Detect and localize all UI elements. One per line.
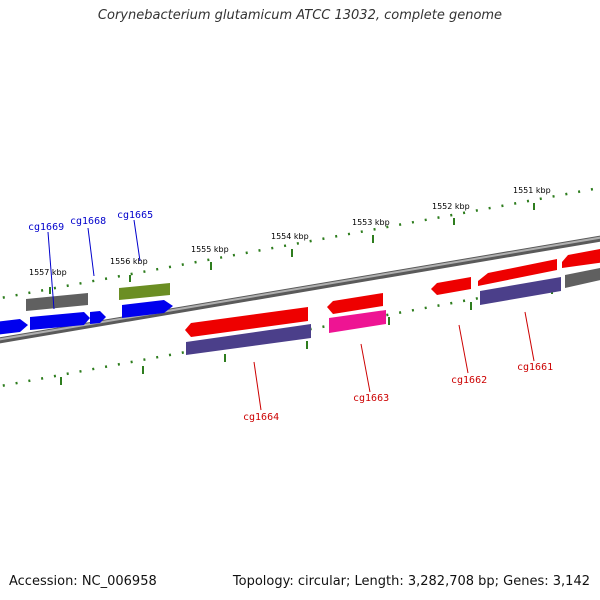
major-ticks — [49, 203, 535, 294]
leader-line — [87, 227, 95, 277]
gene-label-cg1663[interactable]: cg1663 — [353, 393, 389, 404]
gene-arrow-red-top-2[interactable] — [562, 248, 600, 268]
gene-label-cg1665[interactable]: cg1665 — [117, 210, 153, 221]
kbp-label: 1551 kbp — [513, 186, 551, 195]
kbp-label: 1555 kbp — [191, 245, 229, 254]
kbp-label: 1554 kbp — [271, 232, 309, 241]
kbp-label: 1556 kbp — [110, 257, 148, 266]
gene-label-cg1662[interactable]: cg1662 — [451, 375, 487, 386]
gene-arrow-cg1662[interactable] — [431, 277, 471, 295]
reverse-genes — [185, 277, 561, 355]
gene-label-cg1664[interactable]: cg1664 — [243, 412, 279, 423]
accession-text: Accession: NC_006958 — [9, 574, 157, 589]
leader-line — [133, 219, 141, 262]
gene-label-cg1661[interactable]: cg1661 — [517, 362, 553, 373]
gene-arrow-gray-1[interactable] — [26, 293, 88, 311]
gene-arrow-cg1663[interactable] — [327, 293, 383, 314]
kbp-label: 1553 kbp — [352, 218, 390, 227]
genome-backbone — [0, 235, 600, 344]
leader-line — [47, 231, 55, 310]
forward-genes — [0, 248, 600, 335]
gene-arrow-cg1664-purple[interactable] — [186, 324, 311, 355]
gene-arrow-cg1665[interactable] — [122, 300, 173, 318]
gene-arrow-cg1664[interactable] — [185, 307, 308, 337]
genome-summary-text: Topology: circular; Length: 3,282,708 bp… — [232, 574, 590, 589]
genome-backbone-highlight — [0, 236, 600, 341]
gene-arrow-cg1667[interactable] — [90, 311, 106, 324]
gene-arrow-cg1668[interactable] — [30, 312, 90, 330]
gene-label-cg1668[interactable]: cg1668 — [70, 216, 106, 227]
leader-line — [458, 324, 469, 374]
gene-label-cg1669[interactable]: cg1669 — [28, 222, 64, 233]
gene-arrow-red-top-1[interactable] — [478, 259, 557, 286]
label-leaders — [47, 219, 535, 411]
kbp-label: 1552 kbp — [432, 202, 470, 211]
leader-line — [253, 361, 262, 411]
leader-line — [524, 311, 535, 362]
gene-arrow-cg1669[interactable] — [0, 319, 28, 335]
leader-line — [360, 343, 371, 393]
kbp-label: 1557 kbp — [29, 268, 67, 277]
gene-arrow-cg1661[interactable] — [480, 277, 561, 305]
gene-arrow-cg1663-magenta[interactable] — [329, 310, 386, 333]
map-title: Corynebacterium glutamicum ATCC 13032, c… — [97, 8, 503, 23]
gene-arrow-gray-2[interactable] — [565, 267, 600, 288]
gene-arrow-olive[interactable] — [119, 283, 170, 300]
